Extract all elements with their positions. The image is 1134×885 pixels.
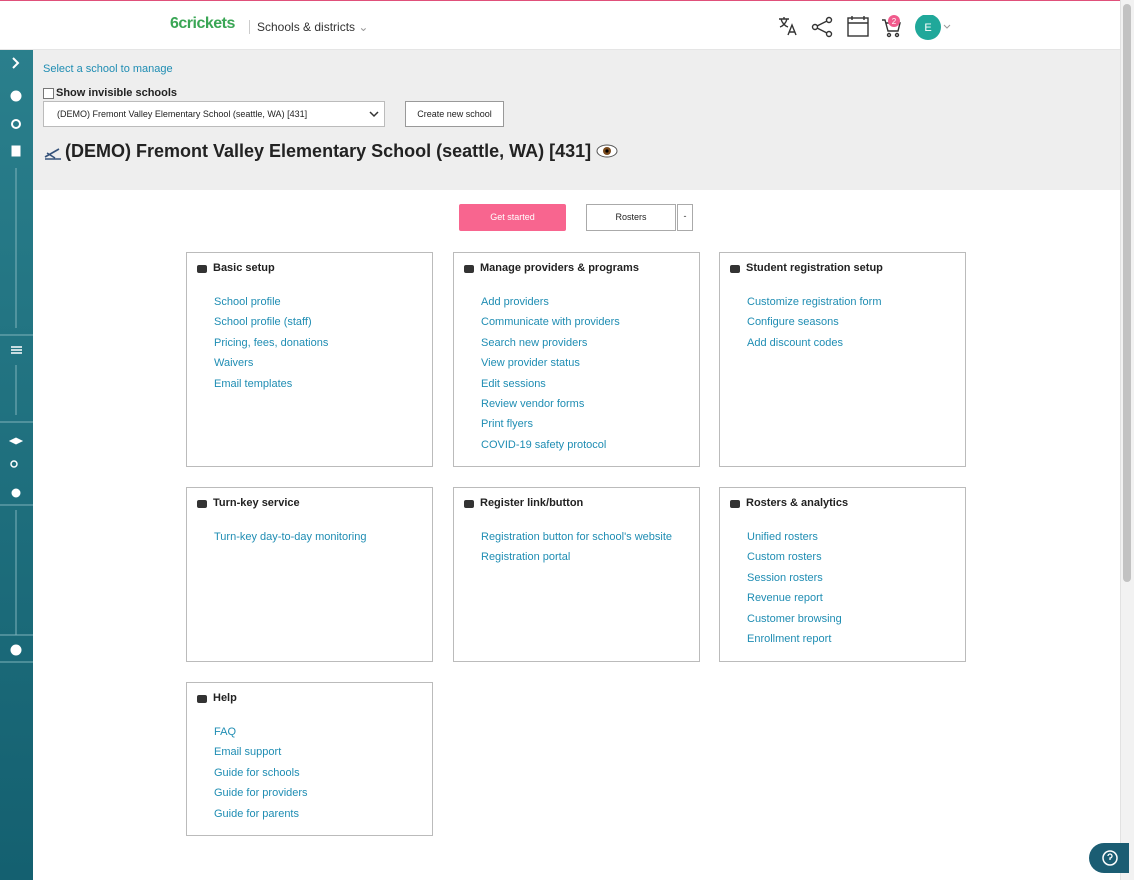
logo[interactable]: 6crickets: [170, 15, 235, 32]
dashboard-icon[interactable]: [10, 90, 22, 102]
checkbox[interactable]: [43, 87, 54, 99]
card-link[interactable]: School profile (staff): [214, 316, 312, 329]
card-link[interactable]: Waivers: [214, 357, 254, 370]
card-icon: [464, 265, 474, 273]
scrollbar-thumb[interactable]: [1123, 4, 1131, 582]
card-link[interactable]: View provider status: [481, 357, 580, 370]
school-icon: [44, 148, 61, 160]
selected-school: (DEMO) Fremont Valley Elementary School …: [57, 109, 308, 119]
card-link[interactable]: Revenue report: [747, 592, 823, 605]
book-icon[interactable]: [11, 145, 21, 157]
card-link[interactable]: School profile: [214, 296, 281, 308]
school-title-text: (DEMO) Fremont Valley Elementary School …: [65, 141, 592, 161]
select-label: Select a school to manage: [43, 63, 173, 75]
select-caret: [369, 111, 379, 118]
card-title: Basic setup: [213, 262, 275, 274]
help-icon[interactable]: [10, 644, 22, 656]
rosters-button[interactable]: Rosters: [586, 204, 676, 231]
card-link[interactable]: Configure seasons: [747, 316, 839, 329]
card-link[interactable]: Guide for parents: [214, 807, 299, 820]
cart-badge: [888, 15, 900, 27]
checkbox-label: Show invisible schools: [56, 87, 178, 99]
card-link[interactable]: Guide for schools: [214, 766, 300, 779]
get-started-button[interactable]: Get started: [459, 204, 566, 231]
menu-label: Schools & districts: [257, 20, 356, 34]
avatar[interactable]: [915, 15, 941, 40]
card-link[interactable]: Review vendor forms: [481, 398, 585, 410]
expand-icon[interactable]: [12, 57, 20, 69]
card-link[interactable]: Guide for providers: [214, 787, 308, 800]
card-link[interactable]: Custom rosters: [747, 551, 822, 564]
avatar-initial: E: [924, 22, 931, 34]
card: Rosters & analytics Unified rosters Custom…: [719, 487, 966, 662]
card-link[interactable]: Registration button for school's website: [481, 531, 673, 543]
card-title: Turn-key service: [213, 497, 300, 509]
card-title: Register link/button: [480, 497, 584, 509]
translate-icon[interactable]: [779, 17, 797, 36]
calendar-icon[interactable]: [847, 16, 869, 37]
card: Student registration setup Customize regi…: [719, 252, 966, 467]
card-link[interactable]: Unified rosters: [747, 531, 818, 543]
rosters-dropdown[interactable]: -: [677, 204, 693, 231]
checkbox-row[interactable]: Show invisible schools: [43, 87, 177, 99]
card-link[interactable]: Search new providers: [481, 336, 588, 349]
avatar-caret: [943, 24, 951, 29]
list-icon[interactable]: [11, 346, 22, 354]
card-link[interactable]: COVID-19 safety protocol: [481, 438, 607, 451]
card: Manage providers & programs Add providers…: [453, 252, 700, 467]
card-icon: [197, 695, 207, 703]
create-school-button[interactable]: Create new school: [405, 101, 504, 127]
sidebar-icons: [0, 57, 33, 663]
card-title: Student registration setup: [746, 262, 883, 274]
card: Register link/button Registration button …: [453, 487, 700, 662]
card-link[interactable]: Add discount codes: [747, 336, 844, 349]
share-icon[interactable]: [811, 16, 833, 38]
card-link[interactable]: FAQ: [214, 726, 237, 738]
card-link[interactable]: Add providers: [481, 296, 549, 308]
help-button-icon: [1102, 850, 1118, 866]
card: Basic setup School profile School profile …: [186, 252, 433, 467]
handshake-icon[interactable]: [8, 437, 24, 445]
card-icon: [464, 500, 474, 508]
school-title: (DEMO) Fremont Valley Elementary School …: [65, 141, 618, 162]
card-link[interactable]: Session rosters: [747, 571, 823, 584]
card-link[interactable]: Enrollment report: [747, 633, 832, 645]
card-icon: [730, 265, 740, 273]
sidebar: [0, 50, 33, 880]
card: Help FAQ Email support Guide for schools Gui…: [186, 682, 433, 836]
card-title: Manage providers & programs: [480, 262, 639, 274]
link-icon[interactable]: [10, 460, 18, 468]
cart-count: 2: [892, 17, 897, 26]
settings-icon[interactable]: [11, 119, 21, 129]
card-link[interactable]: Customer browsing: [747, 612, 842, 625]
card: Turn-key service Turn-key day-to-day moni…: [186, 487, 433, 662]
card-icon: [730, 500, 740, 508]
card-icon: [197, 265, 207, 273]
help-button[interactable]: [1089, 843, 1129, 873]
card-link[interactable]: Email templates: [214, 377, 293, 390]
card-icon: [197, 500, 207, 508]
card-link[interactable]: Print flyers: [481, 418, 533, 431]
card-link[interactable]: Edit sessions: [481, 377, 546, 390]
header-icons: 2 E: [779, 15, 951, 40]
menu-dropdown[interactable]: Schools & districts ⌄: [249, 20, 368, 34]
card-title: Help: [213, 692, 237, 704]
users-icon[interactable]: [11, 488, 21, 498]
card-link[interactable]: Communicate with providers: [481, 316, 620, 329]
card-link[interactable]: Registration portal: [481, 551, 571, 564]
school-select[interactable]: (DEMO) Fremont Valley Elementary School …: [43, 101, 385, 127]
card-title: Rosters & analytics: [746, 497, 849, 509]
card-link[interactable]: Email support: [214, 746, 282, 759]
eye-icon: [596, 144, 618, 158]
top-bar: 6crickets Schools & districts ⌄ 2 E: [0, 0, 1120, 50]
card-link[interactable]: Customize registration form: [747, 296, 882, 308]
card-link[interactable]: Turn-key day-to-day monitoring: [214, 531, 367, 543]
card-link[interactable]: Pricing, fees, donations: [214, 336, 329, 349]
